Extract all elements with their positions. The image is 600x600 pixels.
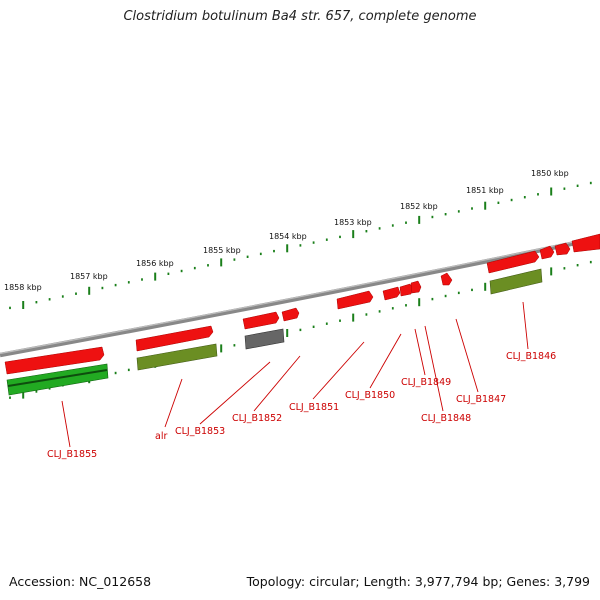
cds-block[interactable]: [136, 343, 218, 371]
leader-clj-b1851: [312, 341, 365, 400]
leader-clj-b1855: [61, 400, 71, 448]
gene-label-clj-b1847[interactable]: CLJ_B1847: [456, 394, 506, 405]
cds-block[interactable]: [6, 363, 109, 396]
gene-arrow[interactable]: [571, 233, 600, 253]
gene-arrow[interactable]: [382, 286, 401, 301]
gene-label-clj-b1852[interactable]: CLJ_B1852: [232, 413, 282, 424]
accession-text: Accession: NC_012658: [9, 574, 152, 589]
leader-clj-b1848: [424, 325, 444, 412]
cds-block-stripe: [7, 369, 108, 387]
topology-text: Topology: circular; Length: 3,977,794 bp…: [246, 574, 590, 589]
scale-label-1850: 1850 kbp: [531, 169, 569, 178]
gene-label-clj-b1853[interactable]: CLJ_B1853: [175, 426, 225, 437]
scale-label-1858: 1858 kbp: [4, 283, 42, 292]
leader-clj-b1847: [455, 318, 479, 393]
gene-arrow[interactable]: [539, 245, 555, 260]
outer-tick-track: [9, 181, 592, 310]
scale-label-1857: 1857 kbp: [70, 272, 108, 281]
genome-title: Clostridium botulinum Ba4 str. 657, comp…: [123, 9, 477, 24]
gene-label-clj-b1848[interactable]: CLJ_B1848: [421, 413, 471, 424]
scale-label-1855: 1855 kbp: [203, 246, 241, 255]
gene-label-clj-b1855[interactable]: CLJ_B1855: [47, 449, 97, 460]
scale-label-1853: 1853 kbp: [334, 218, 372, 227]
gene-label-clj-b1850[interactable]: CLJ_B1850: [345, 390, 395, 401]
leader-clj-b1846: [522, 301, 529, 350]
gene-arrow[interactable]: [336, 290, 374, 310]
gene-features: [4, 233, 600, 375]
gene-label-leaders: [61, 301, 529, 448]
leader-clj-b1852: [253, 355, 301, 412]
scale-label-1854: 1854 kbp: [269, 232, 307, 241]
gene-label-clj-b1851[interactable]: CLJ_B1851: [289, 402, 339, 413]
gene-label-clj-b1849[interactable]: CLJ_B1849: [401, 377, 451, 388]
leader-clj-b1853: [199, 361, 271, 425]
leader-clj-b1850: [369, 333, 402, 389]
scale-labels: 1858 kbp 1857 kbp 1856 kbp 1855 kbp 1854…: [4, 169, 569, 292]
gene-arrow[interactable]: [440, 272, 453, 286]
genome-backbone: [0, 235, 600, 358]
scale-label-1851: 1851 kbp: [466, 186, 504, 195]
gene-arrow[interactable]: [410, 280, 422, 294]
gene-label-clj-b1846[interactable]: CLJ_B1846: [506, 351, 556, 362]
cds-block[interactable]: [244, 328, 285, 350]
gene-arrow[interactable]: [242, 311, 280, 330]
gene-arrow[interactable]: [486, 250, 540, 274]
gene-arrow[interactable]: [135, 325, 214, 352]
scale-label-1852: 1852 kbp: [400, 202, 438, 211]
gene-label-alr[interactable]: alr: [155, 431, 167, 442]
cds-features: [6, 268, 543, 396]
gene-arrow[interactable]: [281, 307, 300, 322]
scale-label-1856: 1856 kbp: [136, 259, 174, 268]
genome-backbone-highlight: [0, 235, 600, 355]
leader-clj-b1849: [414, 328, 426, 376]
cds-block[interactable]: [489, 268, 543, 295]
leader-alr: [164, 378, 183, 428]
gene-labels: CLJ_B1855 alr CLJ_B1853 CLJ_B1852 CLJ_B1…: [47, 351, 556, 460]
gene-arrow[interactable]: [4, 346, 105, 375]
gene-arrow[interactable]: [554, 242, 571, 256]
